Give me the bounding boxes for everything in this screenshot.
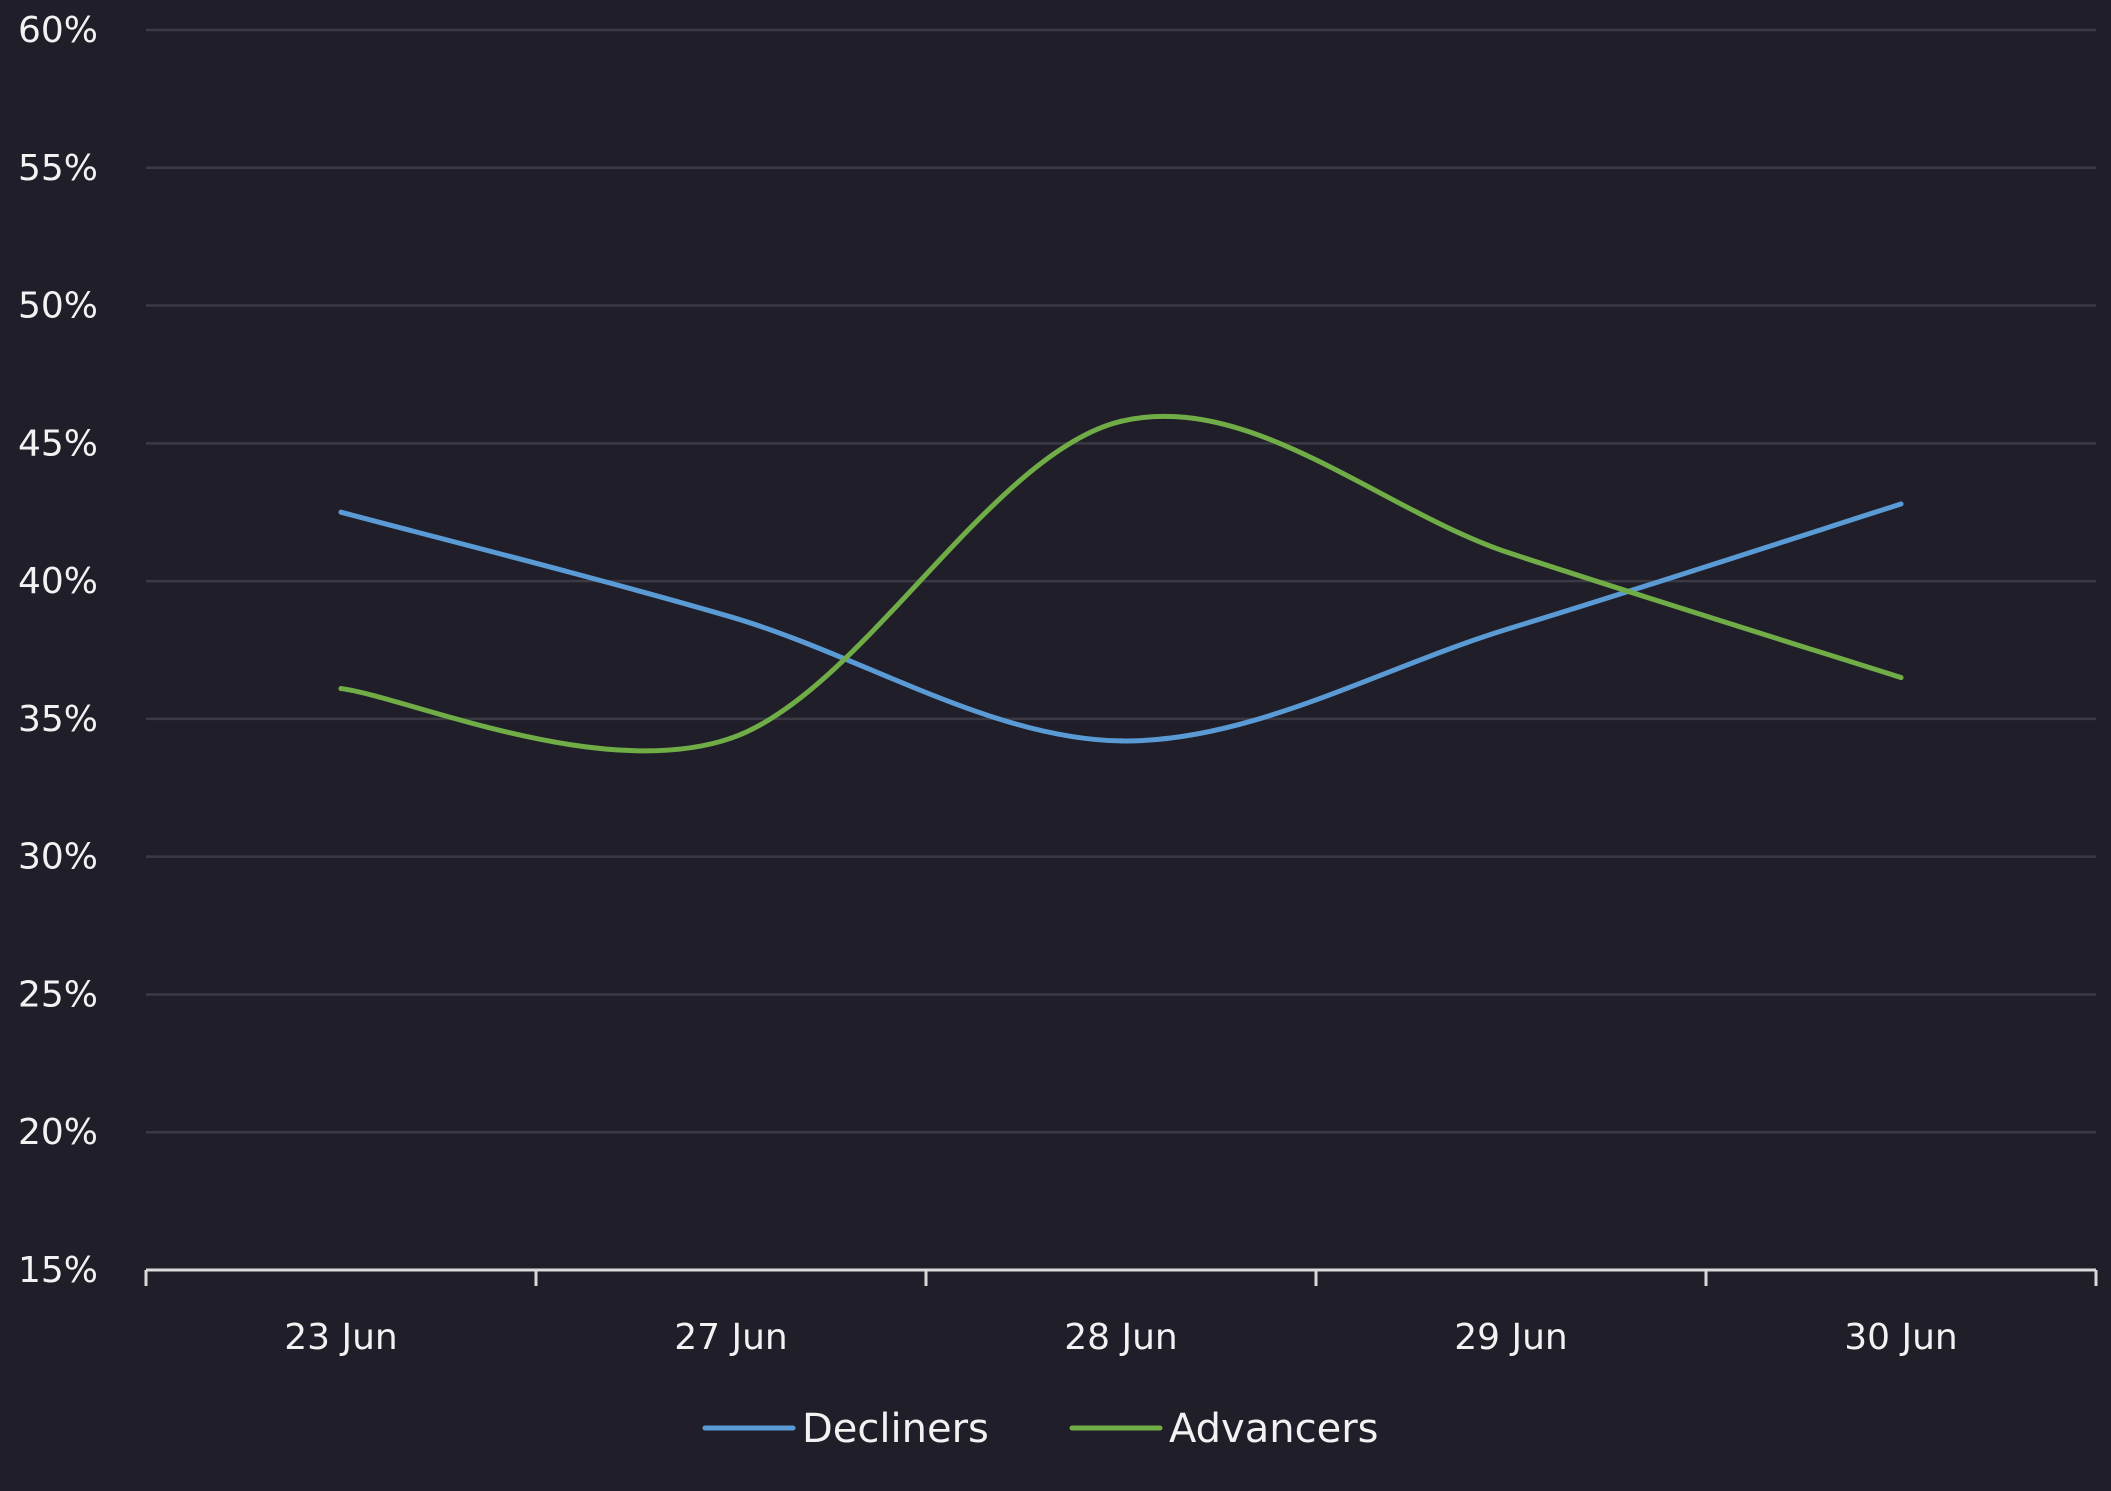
x-tick-label: 23 Jun (284, 1317, 398, 1358)
data-point-advancers (728, 735, 734, 741)
y-tick-label: 25% (18, 974, 98, 1015)
x-tick-label: 30 Jun (1844, 1317, 1958, 1358)
legend-item-decliners[interactable]: Decliners (702, 1406, 989, 1452)
data-point-decliners (1118, 738, 1124, 744)
data-point-decliners (1898, 501, 1904, 507)
legend-label-advancers: Advancers (1169, 1406, 1378, 1452)
data-point-decliners (728, 614, 734, 620)
series-lines (338, 413, 1904, 754)
legend: Decliners Advancers (702, 1406, 1378, 1452)
data-point-decliners (1508, 625, 1514, 631)
x-tick-label: 29 Jun (1454, 1317, 1568, 1358)
y-tick-label: 55% (18, 148, 98, 189)
y-tick-label: 40% (18, 561, 98, 602)
y-axis: 60% 55% 50% 45% 40% 35% 30% 25% 20% 15% (18, 10, 98, 1291)
data-point-advancers (1118, 418, 1124, 424)
x-tick-label: 28 Jun (1064, 1317, 1178, 1358)
series-line-advancers (338, 413, 1904, 754)
y-tick-label: 50% (18, 286, 98, 327)
y-tick-label: 20% (18, 1112, 98, 1153)
y-tick-label: 30% (18, 837, 98, 878)
x-tick-label: 27 Jun (674, 1317, 788, 1358)
y-tick-label: 15% (18, 1250, 98, 1291)
data-point-advancers (1508, 551, 1514, 557)
y-tick-label: 60% (18, 10, 98, 51)
data-point-advancers (1898, 675, 1904, 681)
data-point-decliners (338, 509, 344, 515)
y-tick-label: 45% (18, 423, 98, 464)
legend-item-advancers[interactable]: Advancers (1069, 1406, 1378, 1452)
series-line-decliners (338, 501, 1904, 744)
data-point-advancers (338, 686, 344, 692)
gridlines (146, 28, 2096, 1134)
y-tick-label: 35% (18, 699, 98, 740)
legend-label-decliners: Decliners (802, 1406, 989, 1452)
x-axis: 23 Jun 27 Jun 28 Jun 29 Jun 30 Jun (144, 1268, 2098, 1358)
